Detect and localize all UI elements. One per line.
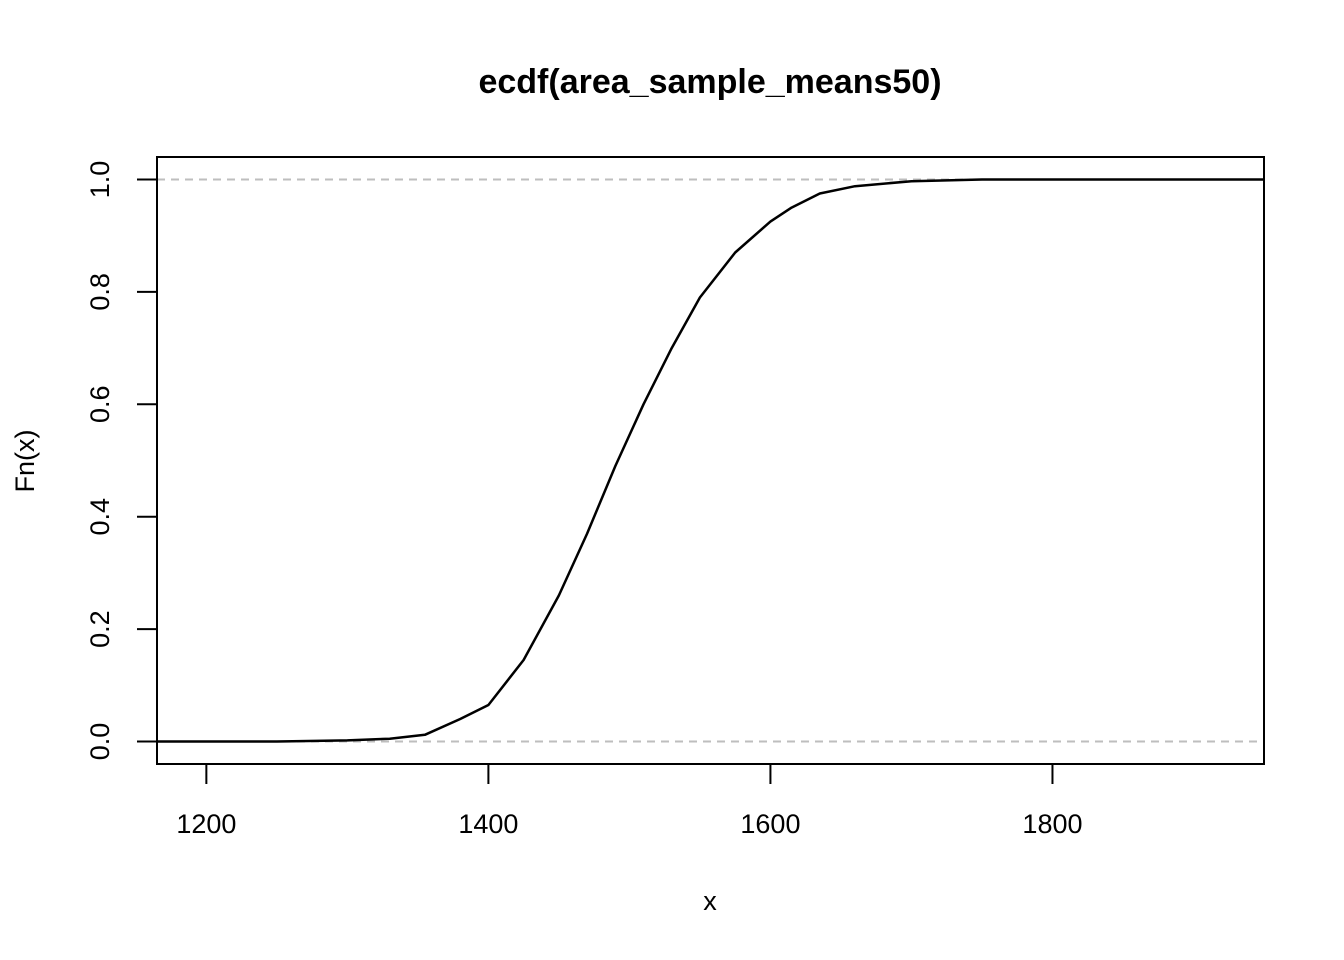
y-tick-label: 0.6 xyxy=(85,386,115,424)
y-tick-label: 0.8 xyxy=(85,273,115,311)
x-tick-label: 1800 xyxy=(1022,809,1082,839)
x-tick-label: 1200 xyxy=(176,809,236,839)
ecdf-series-line xyxy=(157,178,1264,743)
reference-lines xyxy=(157,178,1264,743)
x-tick-label: 1400 xyxy=(458,809,518,839)
plot-box xyxy=(156,156,1265,765)
y-axis: 0.0 0.2 0.4 0.6 0.8 1.0 xyxy=(85,161,158,761)
x-axis: 1200 1400 1600 1800 xyxy=(176,763,1083,839)
y-tick-label: 1.0 xyxy=(85,161,115,199)
y-axis-label: Fn(x) xyxy=(10,430,40,493)
y-tick-label: 0.2 xyxy=(85,610,115,648)
x-axis-label: x xyxy=(703,886,717,916)
y-tick-label: 0.4 xyxy=(85,498,115,536)
y-tick-label: 0.0 xyxy=(85,723,115,761)
x-tick-label: 1600 xyxy=(740,809,800,839)
ecdf-curve-layer xyxy=(157,178,1264,743)
chart-title: ecdf(area_sample_means50) xyxy=(478,63,941,101)
